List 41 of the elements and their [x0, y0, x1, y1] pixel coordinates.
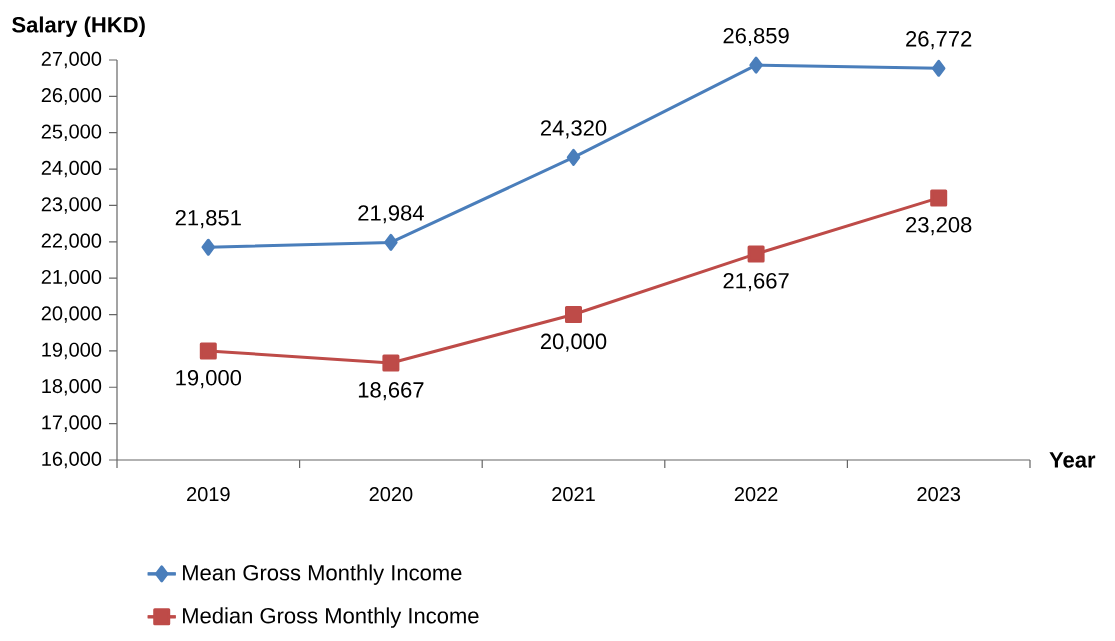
- x-tick-label: 2022: [734, 487, 778, 502]
- data-label: 20,000: [540, 333, 607, 352]
- point: [566, 148, 581, 166]
- x-tick-label: 2019: [187, 487, 230, 502]
- data-label: 21,984: [358, 205, 424, 224]
- y-tick-label: 20,000: [41, 306, 102, 323]
- y-tick-label: 19,000: [42, 342, 102, 360]
- data-label: 21,851: [175, 210, 241, 229]
- y-tick-label: 25,000: [41, 124, 102, 141]
- point: [199, 342, 217, 360]
- legend-label: Mean Gross Monthly Income: [183, 564, 462, 585]
- data-label: 23,208: [906, 216, 972, 236]
- point: [930, 189, 948, 207]
- x-tick-label: 2020: [369, 487, 413, 502]
- y-tick-label: 26,000: [41, 88, 102, 105]
- point: [201, 238, 216, 256]
- data-label: 18,667: [358, 382, 424, 401]
- y-tick-label: 17,000: [42, 415, 102, 432]
- x-tick-label: 2023: [917, 487, 961, 502]
- data-label: 26,859: [723, 27, 789, 47]
- legend-label: Median Gross Monthly Income: [183, 607, 479, 628]
- point: [382, 354, 400, 372]
- y-tick-label: 16,000: [42, 451, 102, 469]
- data-label: 24,320: [540, 120, 607, 139]
- data-label: 21,667: [723, 273, 789, 292]
- y-tick-label: 24,000: [41, 160, 102, 178]
- point: [384, 233, 398, 251]
- point: [565, 306, 582, 324]
- y-axis-title: Salary (HKD): [12, 16, 145, 37]
- point: [749, 56, 763, 74]
- y-tick-label: 21,000: [41, 269, 102, 287]
- data-label: 19,000: [176, 369, 242, 389]
- x-axis-title: Year: [1049, 452, 1096, 468]
- point: [747, 245, 765, 263]
- point: [931, 59, 946, 77]
- y-tick-label: 22,000: [41, 233, 102, 251]
- x-tick-label: 2021: [552, 487, 595, 502]
- y-tick-label: 18,000: [42, 379, 102, 396]
- y-tick-label: 27,000: [41, 51, 102, 69]
- data-label: 26,772: [906, 31, 972, 50]
- y-tick-label: 23,000: [41, 197, 102, 214]
